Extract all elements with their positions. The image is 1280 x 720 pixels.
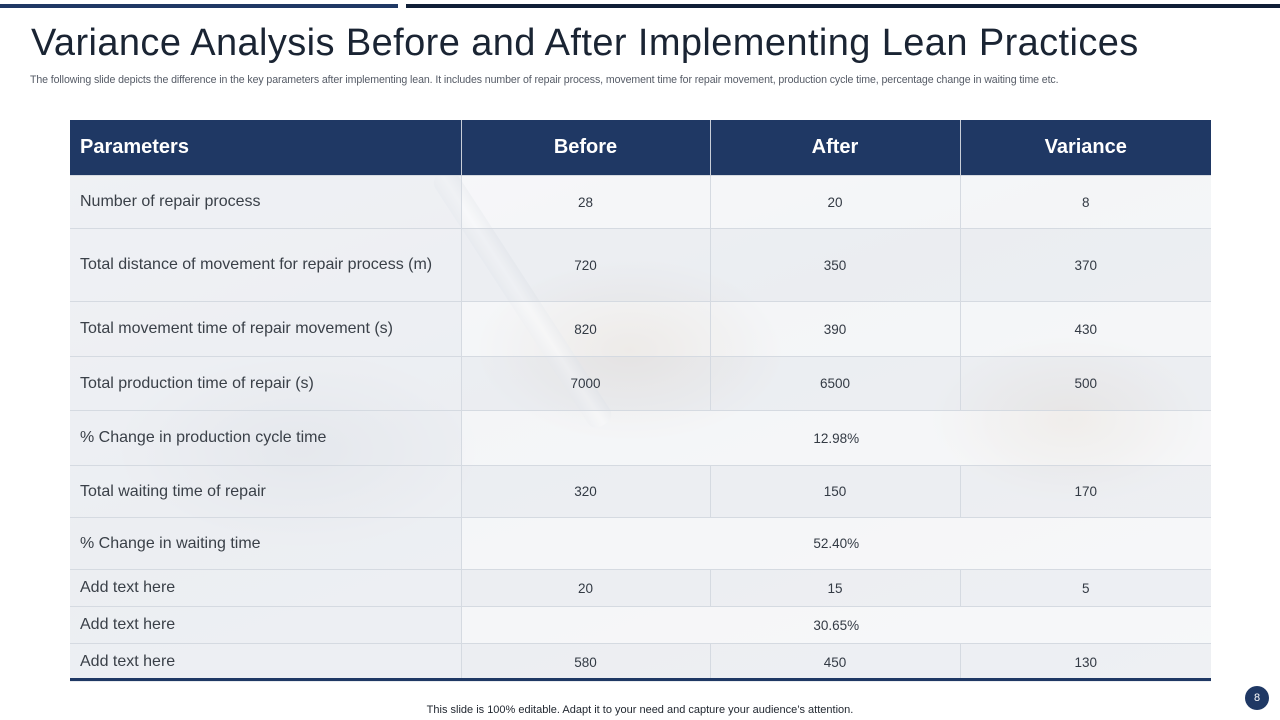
table-bottom-border — [70, 678, 1211, 681]
table-row: Add text here 580 450 130 — [70, 643, 1211, 681]
parameter-cell: Total distance of movement for repair pr… — [70, 228, 462, 302]
variance-cell: 5 — [960, 569, 1211, 607]
table-row: Add text here 20 15 5 — [70, 569, 1211, 607]
header-before: Before — [461, 120, 711, 176]
header-after: After — [710, 120, 961, 176]
top-accent-bar-right — [406, 4, 1280, 8]
variance-cell: 8 — [960, 175, 1211, 229]
parameter-cell: % Change in waiting time — [70, 517, 462, 570]
merged-value-cell: 12.98% — [461, 410, 1211, 466]
before-cell: 28 — [461, 175, 711, 229]
top-accent-bar-left — [0, 4, 398, 8]
after-cell: 390 — [710, 301, 961, 357]
table-row: % Change in production cycle time 12.98% — [70, 410, 1211, 466]
after-cell: 150 — [710, 465, 961, 518]
table-row: Total movement time of repair movement (… — [70, 301, 1211, 357]
table-row: Total production time of repair (s) 7000… — [70, 356, 1211, 411]
parameter-cell: Total production time of repair (s) — [70, 356, 462, 411]
table-row: Number of repair process 28 20 8 — [70, 175, 1211, 229]
header-variance: Variance — [960, 120, 1211, 176]
table-header-row: Parameters Before After Variance — [70, 120, 1211, 176]
before-cell: 320 — [461, 465, 711, 518]
variance-table: Parameters Before After Variance Number … — [70, 120, 1211, 681]
page-number-badge: 8 — [1245, 686, 1269, 710]
after-cell: 15 — [710, 569, 961, 607]
merged-value-cell: 52.40% — [461, 517, 1211, 570]
before-cell: 7000 — [461, 356, 711, 411]
after-cell: 6500 — [710, 356, 961, 411]
merged-value-cell: 30.65% — [461, 606, 1211, 644]
before-cell: 580 — [461, 643, 711, 681]
parameter-cell: Add text here — [70, 643, 462, 681]
slide-footer: This slide is 100% editable. Adapt it to… — [426, 704, 854, 716]
variance-cell: 430 — [960, 301, 1211, 357]
parameter-cell: % Change in production cycle time — [70, 410, 462, 466]
variance-cell: 370 — [960, 228, 1211, 302]
parameter-cell: Total waiting time of repair — [70, 465, 462, 518]
variance-cell: 170 — [960, 465, 1211, 518]
after-cell: 450 — [710, 643, 961, 681]
parameter-cell: Add text here — [70, 569, 462, 607]
variance-cell: 500 — [960, 356, 1211, 411]
table-row: Total distance of movement for repair pr… — [70, 228, 1211, 302]
parameter-cell: Add text here — [70, 606, 462, 644]
after-cell: 20 — [710, 175, 961, 229]
slide-subtitle: The following slide depicts the differen… — [30, 74, 1059, 86]
header-parameters: Parameters — [70, 120, 462, 176]
before-cell: 720 — [461, 228, 711, 302]
parameter-cell: Total movement time of repair movement (… — [70, 301, 462, 357]
before-cell: 20 — [461, 569, 711, 607]
table-row: Add text here 30.65% — [70, 606, 1211, 644]
variance-cell: 130 — [960, 643, 1211, 681]
table-row: Total waiting time of repair 320 150 170 — [70, 465, 1211, 518]
before-cell: 820 — [461, 301, 711, 357]
slide-title: Variance Analysis Before and After Imple… — [31, 22, 1139, 64]
table-row: % Change in waiting time 52.40% — [70, 517, 1211, 570]
after-cell: 350 — [710, 228, 961, 302]
parameter-cell: Number of repair process — [70, 175, 462, 229]
